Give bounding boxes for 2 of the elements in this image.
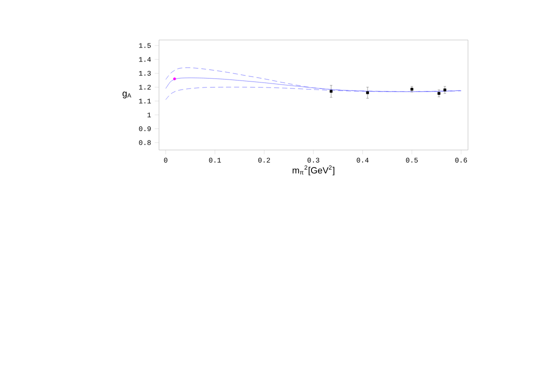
y-axis-title: g$_{A}$ bbox=[122, 92, 132, 98]
x-axis-title: m$_{π}$$^{2}$[GeV$^{2}$] bbox=[292, 165, 334, 176]
